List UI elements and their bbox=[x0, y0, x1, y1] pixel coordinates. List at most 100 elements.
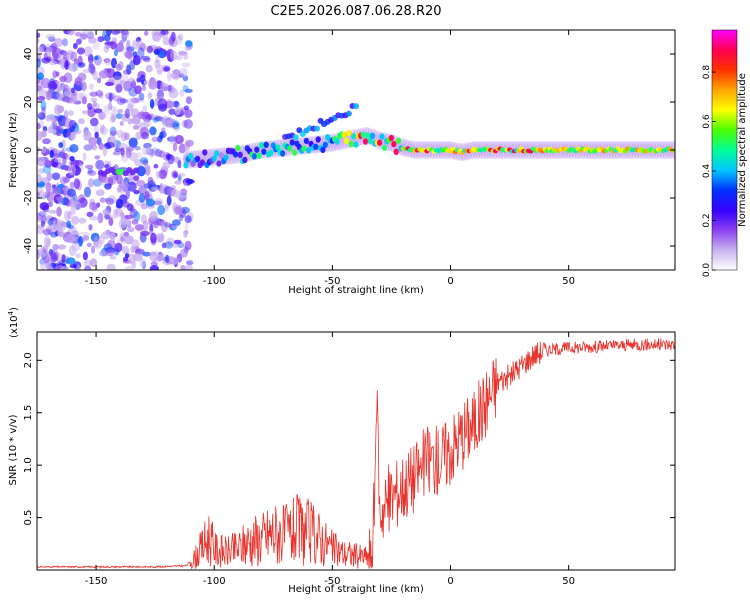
heatmap-noise-blob bbox=[114, 242, 123, 253]
heatmap-noise-blob bbox=[90, 97, 98, 103]
heatmap-noise-blob bbox=[127, 226, 135, 233]
heatmap-noise-blob bbox=[124, 265, 134, 270]
heatmap-noise-blob bbox=[119, 121, 124, 126]
heatmap-noise-blob bbox=[135, 131, 142, 140]
heatmap-noise-blob bbox=[41, 57, 51, 64]
heatmap-noise-blob bbox=[100, 124, 105, 134]
heatmap-noise-blob bbox=[173, 172, 178, 178]
heatmap-noise-blob bbox=[121, 245, 129, 255]
heatmap-noise-blob bbox=[97, 36, 104, 43]
heatmap-noise-blob bbox=[59, 266, 68, 270]
heatmap-noise-blob bbox=[181, 62, 191, 68]
snr-ylabel: SNR (10 * v/v) bbox=[8, 414, 19, 485]
heatmap-noise-blob bbox=[56, 114, 64, 122]
heatmap-ridge-blob bbox=[381, 144, 387, 151]
heatmap-noise-blob bbox=[86, 211, 94, 218]
heatmap-noise-blob bbox=[138, 186, 147, 195]
heatmap-noise-blob bbox=[138, 193, 146, 203]
heatmap-noise-blob bbox=[101, 231, 111, 240]
spectrogram-ytick-label: 20 bbox=[23, 96, 34, 109]
heatmap-noise-blob bbox=[126, 218, 131, 226]
heatmap-noise-blob bbox=[95, 89, 104, 97]
heatmap-noise-blob bbox=[94, 55, 99, 61]
heatmap-noise-blob bbox=[174, 206, 183, 215]
heatmap-noise-blob bbox=[84, 164, 94, 169]
heatmap-noise-blob bbox=[104, 183, 112, 190]
heatmap-noise-blob bbox=[66, 49, 74, 61]
colorbar-tick-label: 0.0 bbox=[702, 263, 712, 278]
heatmap-noise-blob bbox=[157, 204, 166, 216]
heatmap-noise-blob bbox=[166, 195, 172, 206]
heatmap-noise-blob bbox=[168, 35, 175, 46]
heatmap-noise-blob bbox=[109, 116, 116, 123]
heatmap-ridge-blob bbox=[391, 140, 397, 148]
heatmap-noise-blob bbox=[151, 30, 162, 37]
heatmap-noise-blob bbox=[144, 164, 151, 171]
heatmap-noise-blob bbox=[149, 251, 158, 262]
colorbar-tick-label: 0.6 bbox=[702, 114, 712, 129]
heatmap-noise-blob bbox=[130, 80, 137, 89]
heatmap-noise-blob bbox=[115, 207, 123, 217]
heatmap-noise-blob bbox=[66, 220, 72, 228]
heatmap-noise-blob bbox=[46, 46, 53, 54]
heatmap-ridge-blob bbox=[320, 146, 326, 154]
heatmap-ridge-blob bbox=[256, 152, 262, 159]
heatmap-ridge-blob bbox=[388, 134, 394, 142]
heatmap-noise-blob bbox=[105, 30, 112, 36]
snr-xlabel: Height of straight line (km) bbox=[288, 584, 424, 595]
heatmap-noise-blob bbox=[61, 254, 66, 263]
heatmap-ridge-blob bbox=[183, 162, 189, 169]
heatmap-noise-blob bbox=[78, 118, 85, 125]
heatmap-noise-blob bbox=[51, 187, 59, 192]
heatmap-noise-blob bbox=[183, 231, 188, 238]
heatmap-noise-blob bbox=[163, 120, 173, 128]
spectrogram-ytick-label: 40 bbox=[23, 48, 34, 61]
heatmap-noise-blob bbox=[49, 149, 54, 159]
heatmap-ridge-blob bbox=[242, 156, 248, 164]
heatmap-noise-blob bbox=[52, 243, 59, 251]
heatmap-noise-blob bbox=[141, 260, 147, 270]
heatmap-noise-blob bbox=[70, 196, 75, 202]
heatmap-noise-blob bbox=[82, 68, 91, 73]
heatmap-ridge-blob bbox=[275, 144, 281, 151]
colorbar-gradient bbox=[711, 29, 738, 271]
heatmap-noise-blob bbox=[128, 137, 138, 148]
heatmap-noise-blob bbox=[66, 233, 76, 244]
heatmap-noise-blob bbox=[113, 49, 118, 57]
heatmap-noise-blob bbox=[167, 136, 177, 142]
heatmap-noise-blob bbox=[104, 164, 110, 169]
heatmap-noise-blob bbox=[96, 77, 102, 84]
heatmap-noise-blob bbox=[141, 85, 146, 91]
heatmap-noise-blob bbox=[163, 66, 171, 72]
heatmap-noise-blob bbox=[185, 96, 192, 105]
heatmap-noise-blob bbox=[94, 155, 101, 160]
heatmap-noise-blob bbox=[132, 125, 140, 130]
heatmap-noise-blob bbox=[119, 232, 125, 243]
heatmap-noise-blob bbox=[108, 217, 114, 227]
heatmap-noise-blob bbox=[48, 218, 54, 227]
heatmap-noise-blob bbox=[118, 143, 128, 150]
heatmap-noise-blob bbox=[45, 33, 56, 40]
heatmap-noise-blob bbox=[144, 30, 149, 36]
heatmap-noise-blob bbox=[153, 48, 160, 56]
snr-plot-area bbox=[37, 332, 675, 570]
heatmap-noise-blob bbox=[117, 185, 123, 193]
heatmap-noise-blob bbox=[45, 115, 53, 122]
heatmap-noise-blob bbox=[147, 92, 153, 99]
heatmap-noise-blob bbox=[52, 184, 57, 189]
heatmap-noise-blob bbox=[59, 176, 68, 185]
heatmap-ridge-blob bbox=[362, 138, 369, 145]
heatmap-noise-blob bbox=[81, 81, 87, 92]
heatmap-noise-blob bbox=[78, 217, 87, 224]
heatmap-noise-blob bbox=[126, 146, 135, 152]
heatmap-noise-blob bbox=[134, 85, 142, 95]
heatmap-noise-blob bbox=[157, 98, 168, 110]
heatmap-noise-blob bbox=[52, 70, 57, 79]
heatmap-ridge-blob bbox=[261, 148, 267, 155]
heatmap-ridge-blob bbox=[353, 141, 359, 148]
heatmap-noise-blob bbox=[158, 169, 168, 180]
heatmap-noise-blob bbox=[54, 158, 62, 163]
heatmap-noise-blob bbox=[75, 253, 81, 258]
heatmap-noise-blob bbox=[124, 50, 133, 59]
heatmap-noise-blob bbox=[58, 221, 66, 232]
